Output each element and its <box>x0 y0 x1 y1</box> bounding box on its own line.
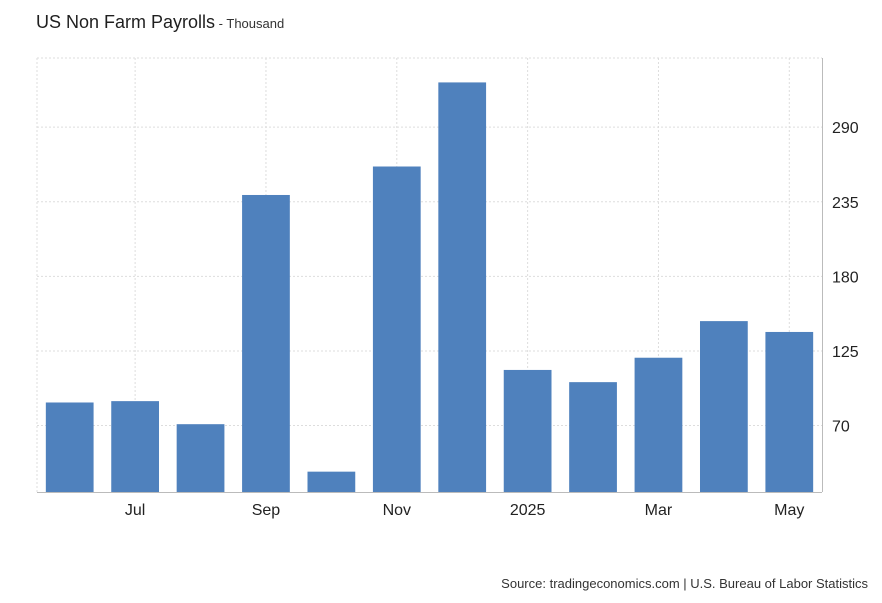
bar-dec <box>438 82 487 492</box>
title-separator: - <box>215 16 227 31</box>
y-tick-label: 125 <box>832 344 859 361</box>
x-tick-label: 2025 <box>510 502 546 519</box>
chart-unit: Thousand <box>226 16 285 31</box>
bar-jun <box>45 402 94 492</box>
x-tick-label: May <box>774 502 804 519</box>
bars <box>45 82 814 492</box>
x-tick-label: Nov <box>383 502 411 519</box>
grid-lines <box>36 57 822 492</box>
bar-oct <box>307 471 356 492</box>
bar-apr <box>699 321 748 492</box>
chart-title-row: US Non Farm Payrolls - Thousand <box>36 12 284 33</box>
axes <box>37 58 823 493</box>
bar-nov <box>372 166 421 492</box>
bar-chart: 70 125 180 235 290 Jul Sep Nov 2025 Mar May <box>36 57 859 519</box>
chart-title: US Non Farm Payrolls <box>36 12 216 32</box>
y-tick-labels: 70 125 180 235 290 <box>832 120 859 435</box>
x-tick-label: Jul <box>125 502 145 519</box>
x-tick-label: Sep <box>252 502 281 519</box>
y-tick-label: 180 <box>832 269 859 286</box>
bar-feb <box>569 382 617 492</box>
source-credit: Source: tradingeconomics.com | U.S. Bure… <box>501 576 868 591</box>
bar-2025 <box>503 369 552 492</box>
y-tick-label: 235 <box>832 195 859 212</box>
x-tick-labels: Jul Sep Nov 2025 Mar May <box>125 502 805 519</box>
bar-jul <box>111 401 160 492</box>
x-tick-label: Mar <box>645 502 673 519</box>
bar-aug <box>176 424 225 492</box>
bar-mar <box>634 357 683 492</box>
bar-may <box>765 331 814 492</box>
bar-sep <box>242 194 290 492</box>
y-tick-label: 290 <box>832 120 859 137</box>
y-tick-label: 70 <box>832 419 850 436</box>
